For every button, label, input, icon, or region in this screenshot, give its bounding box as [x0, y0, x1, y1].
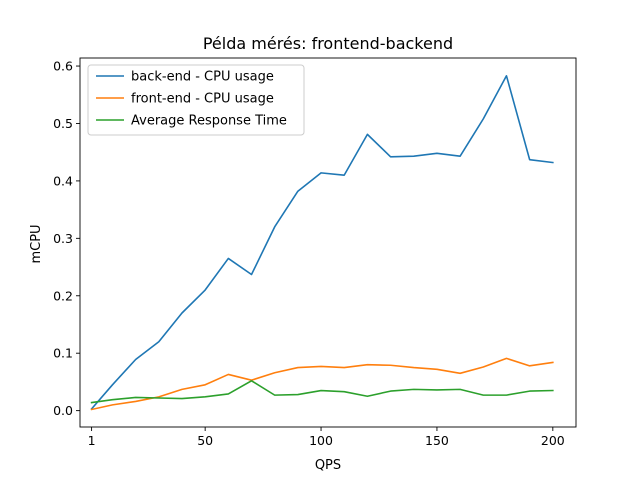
y-tick-label: 0.4: [53, 173, 73, 188]
y-tick-label: 0.5: [53, 116, 73, 131]
series-line-2: [90, 357, 554, 411]
y-tick-label: 0.3: [53, 231, 73, 246]
series-line-3: [90, 379, 554, 404]
y-tick-label: 0.0: [53, 403, 73, 418]
y-axis-label: mCPU: [29, 224, 44, 263]
x-tick-label: 1: [88, 433, 96, 448]
x-axis-label: QPS: [315, 458, 341, 473]
legend-label-2: front-end - CPU usage: [131, 92, 274, 107]
series-line-1: [90, 75, 554, 411]
y-tick-label: 0.2: [53, 288, 73, 303]
x-tick-label: 200: [541, 433, 565, 448]
legend: back-end - CPU usage front-end - CPU usag…: [87, 64, 305, 136]
y-tick-label: 0.6: [53, 59, 73, 74]
x-tick-label: 100: [309, 433, 333, 448]
legend-box: [87, 64, 305, 136]
chart-title: Példa mérés: frontend-backend: [203, 34, 453, 53]
legend-label-1: back-end - CPU usage: [131, 70, 274, 85]
axes-frame: [79, 57, 577, 428]
x-tick-label: 150: [425, 433, 449, 448]
y-tick-label: 0.1: [53, 346, 73, 361]
x-tick-label: 50: [197, 433, 213, 448]
legend-label-3: Average Response Time: [131, 114, 287, 129]
